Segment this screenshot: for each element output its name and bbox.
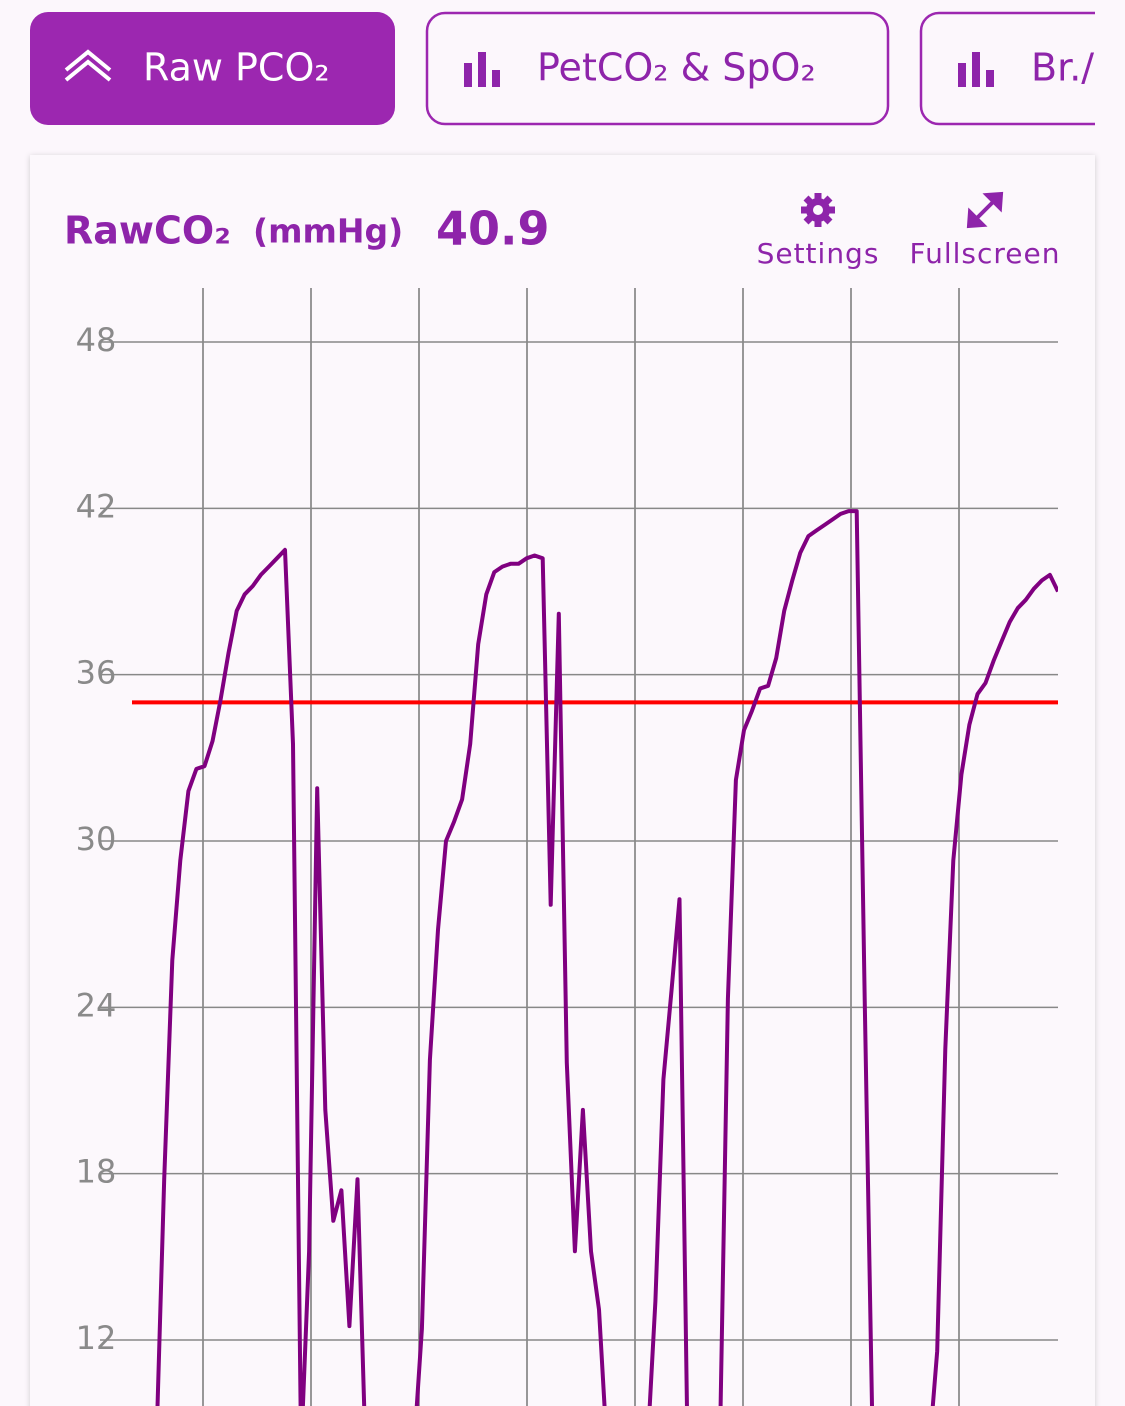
action-label: Settings [757, 237, 880, 270]
tab-icon [464, 52, 500, 87]
tab-bar: Raw PCO₂ PetCO₂ & SpO₂ Br./ [30, 11, 1125, 126]
y-tick-label: 36 [76, 654, 117, 692]
y-tick-label: 48 [76, 321, 117, 359]
settings-icon [801, 193, 835, 227]
y-tick-label: 42 [76, 487, 117, 525]
settings-button[interactable]: Settings [757, 193, 880, 270]
fullscreen-button[interactable]: Fullscreen [910, 191, 1061, 270]
tab[interactable]: PetCO₂ & SpO₂ [425, 11, 890, 126]
action-label: Fullscreen [910, 237, 1061, 270]
tab-icon [958, 52, 994, 87]
tab[interactable]: Br./ [919, 11, 1125, 126]
card-unit: (mmHg) [253, 212, 403, 251]
card-title: RawCO₂ [64, 209, 231, 253]
fullscreen-icon [966, 191, 1004, 229]
tab-icon [64, 49, 112, 82]
plot: 48 42 36 30 24 18 12 [76, 288, 1058, 1406]
tab-label: PetCO₂ & SpO₂ [537, 46, 816, 90]
tab-label: Raw PCO₂ [143, 46, 330, 90]
plot-area [132, 509, 1058, 1406]
y-tick-label: 24 [76, 986, 117, 1024]
tab-label: Br./ [1031, 46, 1094, 90]
y-tick-label: 18 [76, 1153, 117, 1191]
current-value: 40.9 [436, 202, 550, 256]
tab[interactable]: Raw PCO₂ [30, 12, 395, 125]
y-tick-label: 12 [76, 1319, 117, 1357]
data-line [155, 509, 1058, 1406]
y-tick-label: 30 [76, 820, 117, 858]
